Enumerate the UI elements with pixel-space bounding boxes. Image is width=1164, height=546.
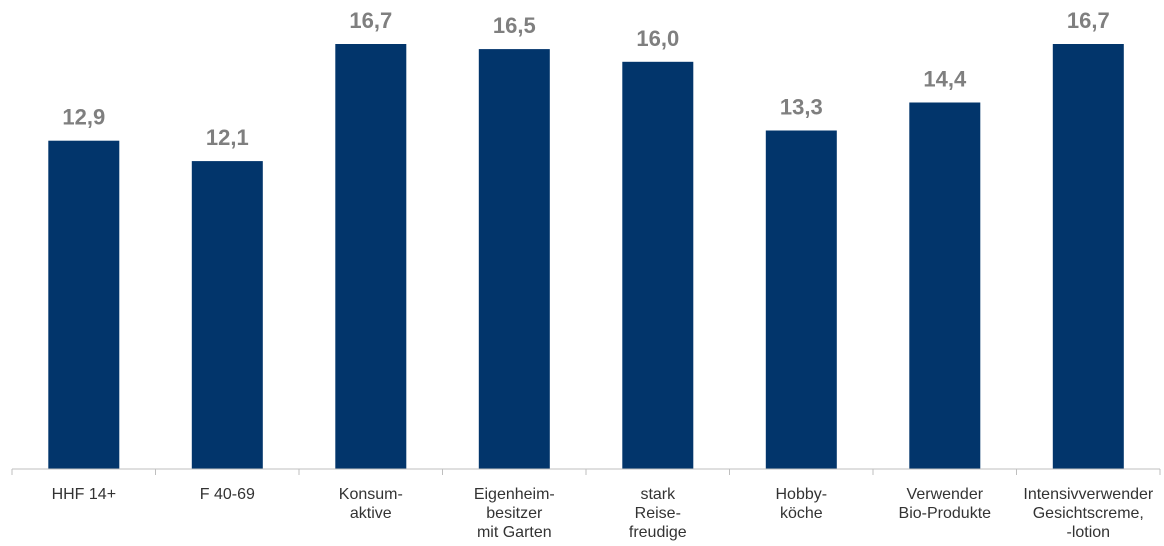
bar-8 <box>1052 44 1124 469</box>
category-label-1-line-1: HHF 14+ <box>52 486 116 503</box>
category-label-1: HHF 14+ <box>52 486 116 503</box>
value-labels-group: 12,9 12,1 16,7 16,5 16,0 13,3 14,4 16,7 <box>62 8 1109 150</box>
category-label-5-line-2: Reise- <box>635 505 681 522</box>
category-label-6-line-2: köche <box>780 505 823 522</box>
category-label-3: Konsum-aktive <box>339 486 403 522</box>
value-label-5: 16,0 <box>636 26 679 51</box>
category-label-7-line-2: Bio-Produkte <box>899 505 992 522</box>
value-label-8: 16,7 <box>1067 8 1110 33</box>
category-label-5: stark Reise-freudige <box>629 486 687 541</box>
category-label-2-line-1: F 40-69 <box>200 486 255 503</box>
category-label-8: Intensivverwender Gesichtscreme, -lotion <box>1023 486 1154 541</box>
bar-6 <box>765 130 837 469</box>
category-label-2: F 40-69 <box>200 486 255 503</box>
category-label-6: Hobby-köche <box>776 486 828 522</box>
category-label-4: Eigenheim-besitzer mit Garten <box>474 486 555 541</box>
x-axis-ticks-group <box>11 469 1161 475</box>
bar-1 <box>48 140 120 469</box>
category-labels-group: HHF 14+ F 40-69 Konsum-aktive Eigenheim-bes… <box>52 486 1154 541</box>
bar-5 <box>622 61 694 470</box>
category-label-7-line-1: Verwender <box>907 486 984 503</box>
value-label-1: 12,9 <box>62 105 105 130</box>
category-label-3-line-2: aktive <box>350 505 392 522</box>
category-label-5-line-1: stark <box>640 486 676 503</box>
category-label-4-line-1: Eigenheim- <box>474 486 555 503</box>
value-label-6: 13,3 <box>780 95 823 120</box>
bars-group <box>48 44 1124 470</box>
value-label-7: 14,4 <box>923 67 967 92</box>
bar-7 <box>909 102 981 469</box>
category-label-8-line-1: Intensivverwender <box>1023 486 1154 503</box>
value-label-2: 12,1 <box>206 125 249 150</box>
category-label-6-line-1: Hobby- <box>776 486 828 503</box>
value-label-3: 16,7 <box>349 8 392 33</box>
bar-3 <box>335 44 407 469</box>
category-label-4-line-2: besitzer <box>486 505 543 522</box>
category-label-8-line-3: -lotion <box>1067 524 1111 541</box>
bar-2 <box>191 161 263 469</box>
category-label-3-line-1: Konsum- <box>339 486 403 503</box>
category-label-5-line-3: freudige <box>629 524 687 541</box>
category-label-8-line-2: Gesichtscreme, <box>1033 505 1144 522</box>
bar-4 <box>478 49 550 469</box>
value-label-4: 16,5 <box>493 13 536 38</box>
category-label-7: Verwender Bio-Produkte <box>899 486 992 522</box>
category-label-4-line-3: mit Garten <box>477 524 552 541</box>
